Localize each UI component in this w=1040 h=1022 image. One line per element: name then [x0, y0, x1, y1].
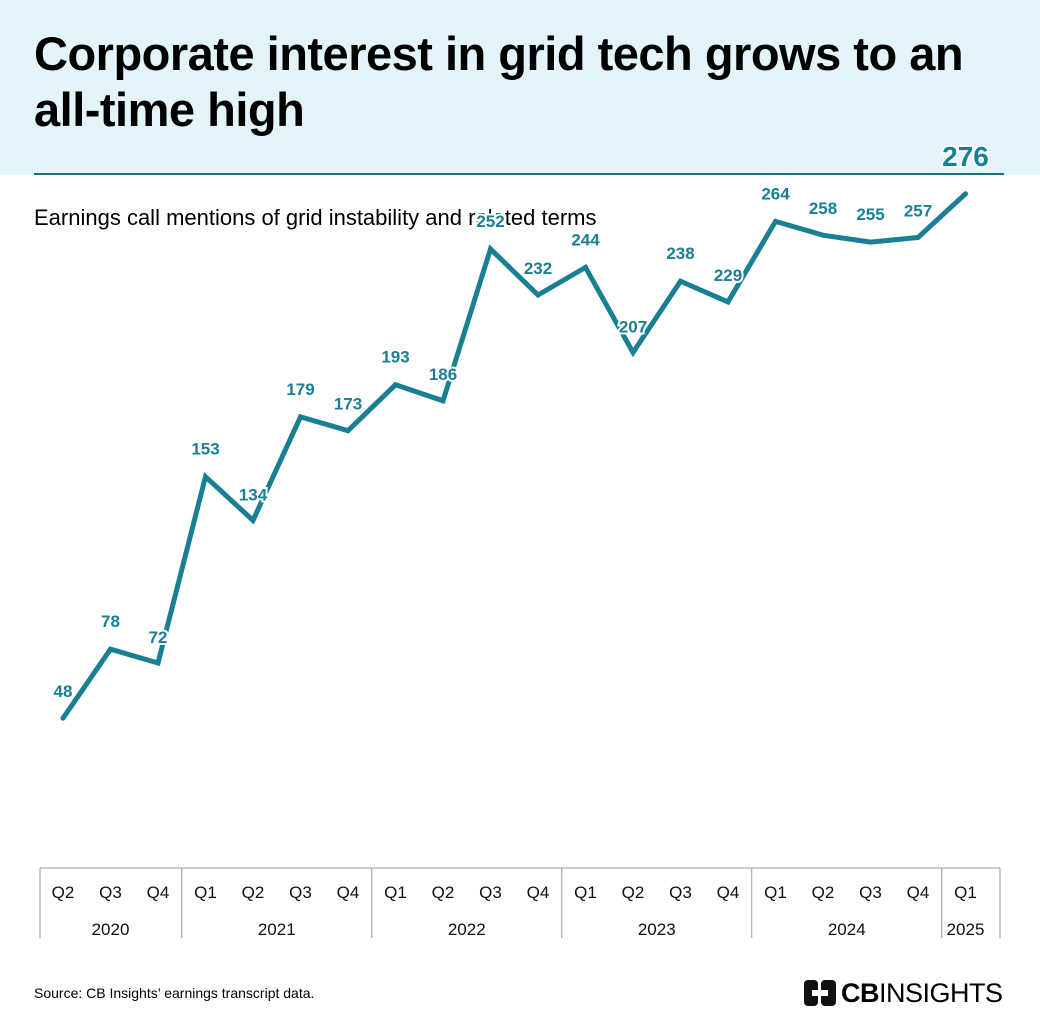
data-point: [678, 278, 683, 284]
x-tick-label: Q3: [479, 883, 502, 902]
logo-bold-text: CB: [841, 978, 880, 1008]
x-tick-label: Q3: [99, 883, 122, 902]
data-label: 72: [149, 628, 168, 647]
cb-insights-logo-icon: [804, 980, 836, 1006]
data-label: 258: [809, 199, 837, 218]
data-label: 255: [856, 205, 884, 224]
data-label: 252: [476, 212, 504, 231]
data-point: [583, 264, 588, 270]
x-tick-label: Q2: [812, 883, 835, 902]
data-point: [250, 517, 256, 523]
logo-wordmark: CBINSIGHTS: [841, 978, 1003, 1008]
data-point: [345, 428, 351, 434]
year-label: 2021: [258, 920, 296, 939]
data-label: 153: [191, 440, 219, 459]
x-tick-label: Q1: [384, 883, 407, 902]
data-point: [773, 218, 778, 224]
data-label: 238: [666, 244, 694, 263]
x-tick-label: Q2: [242, 883, 265, 902]
chart-title: Corporate interest in grid tech grows to…: [34, 27, 964, 136]
x-tick-label: Q1: [764, 883, 787, 902]
x-tick-label: Q2: [432, 883, 455, 902]
data-point: [915, 235, 921, 240]
data-label: 48: [54, 682, 73, 701]
year-label: 2020: [92, 920, 130, 939]
x-tick-label: Q2: [622, 883, 645, 902]
header-divider: [34, 173, 1004, 175]
x-tick-label: Q2: [52, 883, 75, 902]
year-label: 2023: [638, 920, 676, 939]
data-label: 193: [381, 348, 409, 367]
x-tick-label: Q3: [669, 883, 692, 902]
data-point: [203, 474, 208, 480]
data-point: [488, 246, 493, 252]
data-label: 179: [286, 380, 314, 399]
data-label: 186: [429, 365, 457, 384]
data-label: 229: [714, 266, 742, 285]
x-tick-label: Q3: [859, 883, 882, 902]
data-point: [630, 350, 636, 355]
data-point: [108, 646, 113, 652]
data-label: 173: [334, 395, 362, 414]
year-label: 2022: [448, 920, 486, 939]
data-label: 264: [761, 184, 790, 203]
x-tick-label: Q1: [194, 883, 217, 902]
data-point: [60, 715, 66, 721]
data-point: [393, 382, 398, 388]
x-tick-label: Q4: [147, 883, 170, 902]
logo-light-text: INSIGHTS: [879, 978, 1003, 1008]
year-label: 2025: [947, 920, 985, 939]
header-banner: Corporate interest in grid tech grows to…: [0, 0, 1040, 175]
data-point: [868, 239, 873, 245]
data-point: [298, 414, 303, 420]
data-point: [535, 292, 541, 298]
data-label: 78: [101, 612, 120, 631]
data-label: 276: [942, 141, 989, 172]
x-tick-label: Q4: [717, 883, 740, 902]
data-label: 207: [619, 318, 647, 337]
data-point: [725, 299, 731, 305]
data-label: 232: [524, 259, 552, 278]
data-point: [155, 660, 161, 666]
series-line: [60, 191, 968, 720]
chart-subtitle: Earnings call mentions of grid instabili…: [34, 205, 597, 230]
x-tick-label: Q1: [574, 883, 597, 902]
source-note: Source: CB Insights’ earnings transcript…: [34, 985, 315, 1001]
x-tick-label: Q1: [954, 883, 977, 902]
data-label: 134: [239, 485, 268, 504]
data-label: 244: [571, 230, 600, 249]
data-point: [820, 232, 826, 238]
data-point: [440, 398, 446, 404]
cb-insights-logo: CBINSIGHTS: [804, 978, 1003, 1008]
data-label: 257: [904, 202, 932, 221]
year-label: 2024: [828, 920, 866, 939]
x-tick-label: Q4: [337, 883, 360, 902]
data-point: [963, 191, 968, 197]
x-tick-label: Q4: [907, 883, 930, 902]
x-tick-label: Q4: [527, 883, 550, 902]
x-tick-label: Q3: [289, 883, 312, 902]
